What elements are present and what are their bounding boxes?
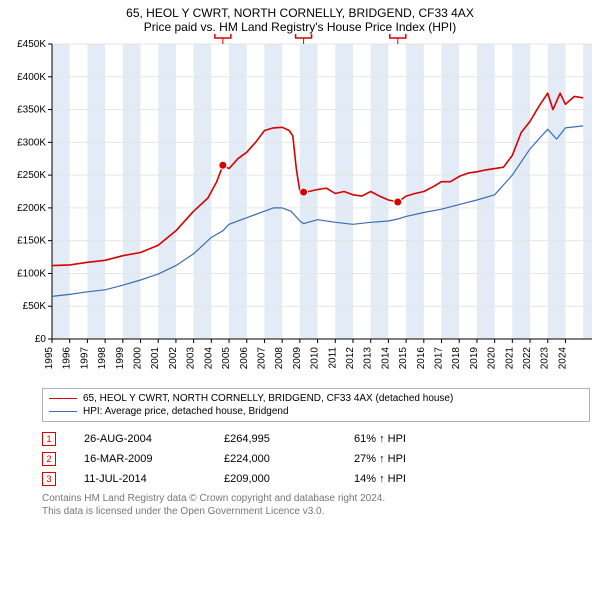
table-row: 2 16-MAR-2009 £224,000 27% ↑ HPI — [42, 452, 590, 466]
svg-text:£50K: £50K — [23, 301, 47, 312]
svg-text:1995: 1995 — [44, 347, 55, 370]
svg-text:£250K: £250K — [17, 170, 46, 181]
marker-icon: 1 — [42, 432, 56, 446]
svg-text:£100K: £100K — [17, 268, 46, 279]
svg-text:2012: 2012 — [345, 347, 356, 370]
svg-text:2013: 2013 — [363, 347, 374, 370]
svg-text:£150K: £150K — [17, 236, 46, 247]
svg-text:£300K: £300K — [17, 137, 46, 148]
svg-text:2021: 2021 — [504, 347, 515, 370]
svg-text:2011: 2011 — [327, 347, 338, 369]
svg-text:1997: 1997 — [79, 347, 90, 370]
svg-text:2009: 2009 — [292, 347, 303, 370]
svg-text:2001: 2001 — [150, 347, 161, 370]
svg-text:2005: 2005 — [221, 347, 232, 370]
svg-text:2024: 2024 — [557, 347, 568, 370]
svg-text:£400K: £400K — [17, 72, 46, 83]
svg-text:£200K: £200K — [17, 203, 46, 214]
transaction-price: £209,000 — [224, 473, 354, 485]
legend-item: HPI: Average price, detached house, Brid… — [49, 405, 583, 418]
marker-icon: 2 — [42, 452, 56, 466]
footer-line: Contains HM Land Registry data © Crown c… — [42, 492, 590, 505]
svg-text:2014: 2014 — [380, 347, 391, 370]
svg-text:£0: £0 — [35, 334, 47, 345]
chart-container: £0 £50K £100K £150K £200K £250K £300K £350K £400… — [0, 34, 600, 384]
marker-icon: 3 — [42, 472, 56, 486]
svg-text:2015: 2015 — [398, 347, 409, 370]
svg-text:£350K: £350K — [17, 105, 46, 116]
table-row: 3 11-JUL-2014 £209,000 14% ↑ HPI — [42, 472, 590, 486]
svg-text:£450K: £450K — [17, 39, 46, 50]
transaction-pct: 14% ↑ HPI — [354, 473, 406, 485]
svg-text:1: 1 — [220, 34, 226, 37]
transaction-date: 26-AUG-2004 — [84, 433, 224, 445]
svg-text:1998: 1998 — [97, 347, 108, 370]
transaction-pct: 61% ↑ HPI — [354, 433, 406, 445]
transaction-date: 11-JUL-2014 — [84, 473, 224, 485]
svg-text:2023: 2023 — [540, 347, 551, 370]
svg-text:2019: 2019 — [469, 347, 480, 370]
svg-text:2006: 2006 — [239, 347, 250, 370]
transaction-date: 16-MAR-2009 — [84, 453, 224, 465]
svg-text:2: 2 — [301, 34, 307, 37]
legend-box: 65, HEOL Y CWRT, NORTH CORNELLY, BRIDGEN… — [42, 388, 590, 422]
svg-text:2018: 2018 — [451, 347, 462, 370]
footer-line: This data is licensed under the Open Gov… — [42, 505, 590, 518]
table-row: 1 26-AUG-2004 £264,995 61% ↑ HPI — [42, 432, 590, 446]
legend-swatch-icon — [49, 411, 77, 412]
legend-label: HPI: Average price, detached house, Brid… — [83, 406, 289, 417]
svg-text:2003: 2003 — [186, 347, 197, 370]
svg-text:2002: 2002 — [168, 347, 179, 370]
svg-text:2000: 2000 — [133, 347, 144, 370]
transaction-price: £264,995 — [224, 433, 354, 445]
svg-text:2010: 2010 — [310, 347, 321, 370]
svg-text:1999: 1999 — [115, 347, 126, 370]
transactions-table: 1 26-AUG-2004 £264,995 61% ↑ HPI 2 16-MA… — [42, 432, 590, 486]
footer-attribution: Contains HM Land Registry data © Crown c… — [42, 492, 590, 518]
transaction-price: £224,000 — [224, 453, 354, 465]
chart-svg: £0 £50K £100K £150K £200K £250K £300K £350K £400… — [0, 34, 600, 384]
chart-header: 65, HEOL Y CWRT, NORTH CORNELLY, BRIDGEN… — [0, 0, 600, 34]
chart-title-line1: 65, HEOL Y CWRT, NORTH CORNELLY, BRIDGEN… — [0, 6, 600, 20]
legend-label: 65, HEOL Y CWRT, NORTH CORNELLY, BRIDGEN… — [83, 393, 453, 404]
svg-text:2017: 2017 — [434, 347, 445, 370]
svg-text:2008: 2008 — [274, 347, 285, 370]
svg-text:1996: 1996 — [62, 347, 73, 370]
chart-title-line2: Price paid vs. HM Land Registry's House … — [0, 20, 600, 34]
legend-item: 65, HEOL Y CWRT, NORTH CORNELLY, BRIDGEN… — [49, 392, 583, 405]
legend-swatch-icon — [49, 398, 77, 399]
transaction-pct: 27% ↑ HPI — [354, 453, 406, 465]
svg-text:2022: 2022 — [522, 347, 533, 370]
svg-text:3: 3 — [395, 34, 401, 37]
svg-text:2004: 2004 — [203, 347, 214, 370]
svg-text:2007: 2007 — [256, 347, 267, 370]
svg-text:2020: 2020 — [487, 347, 498, 370]
svg-text:2016: 2016 — [416, 347, 427, 370]
